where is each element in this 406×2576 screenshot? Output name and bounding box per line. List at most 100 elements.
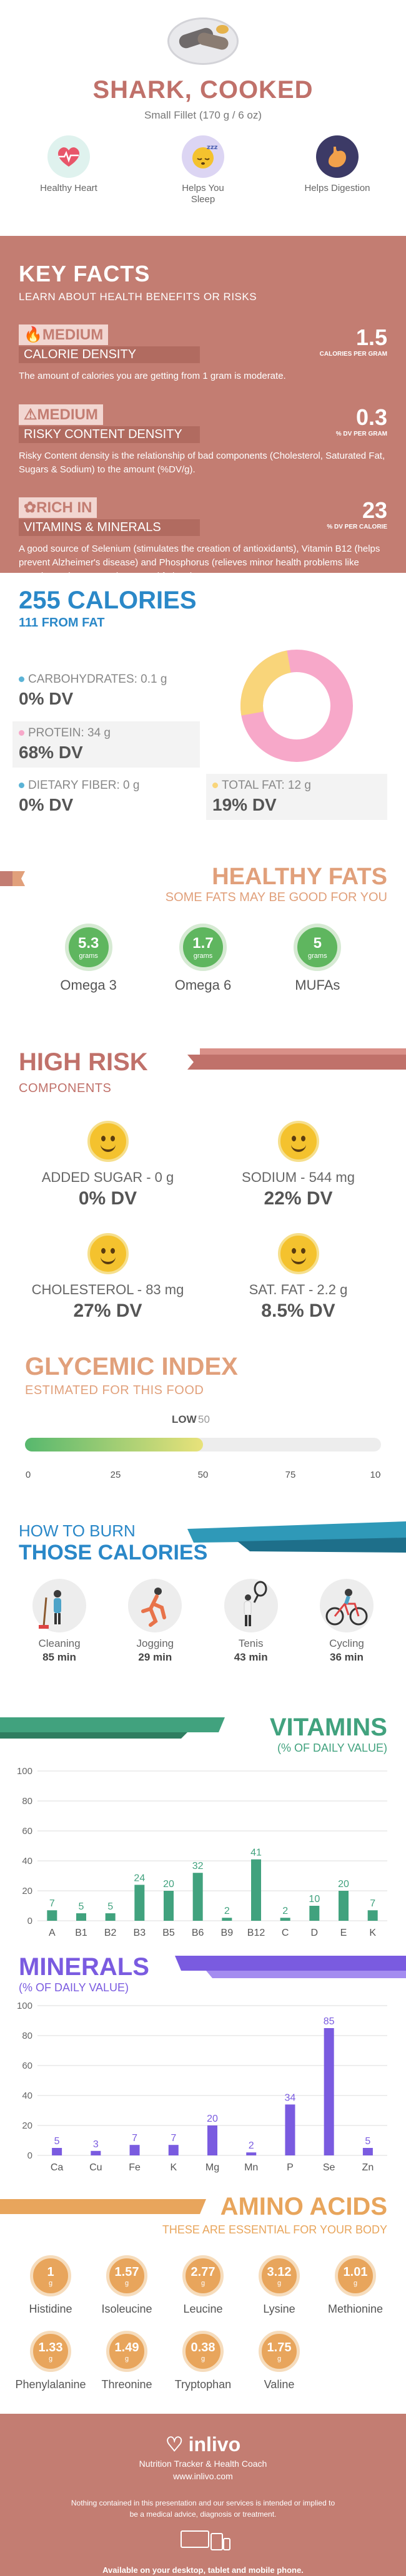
- amino-isoleucine: 1.57 g Isoleucine: [89, 2255, 165, 2316]
- smiley-face-icon: [277, 1233, 319, 1274]
- smiley-face-icon: [87, 1121, 129, 1162]
- mineral-bar: [168, 2145, 179, 2155]
- fat-unit: grams: [79, 952, 98, 960]
- mineral-bar: [324, 2028, 334, 2155]
- vitamin-bar: [280, 1918, 290, 1921]
- fiber-dv: 0% DV: [19, 795, 74, 814]
- fat-dv: 19% DV: [212, 795, 277, 814]
- burn-calories-section: HOW TO BURN THOSE CALORIES Cleaning 85 m…: [0, 1515, 406, 1765]
- fact-risky-content: ⚠MEDIUM RISKY CONTENT DENSITY 0.3% DV PE…: [19, 404, 387, 477]
- fact-unit: CALORIES PER GRAM: [319, 351, 387, 358]
- mineral-category-label: Zn: [362, 2162, 374, 2173]
- amino-label: Methionine: [327, 2303, 384, 2315]
- vitamins-subtitle: (% OF DAILY VALUE): [277, 1742, 387, 1754]
- vitamin-ytick-label: 0: [27, 1916, 32, 1926]
- minerals-title: MINERALS: [19, 1953, 149, 1981]
- risk-sat-fat: SAT. FAT - 2.2 g 8.5% DV: [203, 1233, 394, 1322]
- vitamin-value-label: 5: [107, 1901, 113, 1912]
- macro-donut-chart: [240, 650, 353, 762]
- amino-unit: g: [353, 2279, 358, 2287]
- glycemic-gauge: LOW 50 0 25 50 75 100: [25, 1413, 386, 1480]
- risk-sodium: SODIUM - 544 mg 22% DV: [203, 1121, 394, 1209]
- fact-calorie-density: 🔥MEDIUM CALORIE DENSITY 1.5 CALORIES PER …: [19, 324, 387, 383]
- fact-unit: % DV PER CALORIE: [327, 524, 387, 531]
- vitamin-category-label: B9: [221, 1928, 234, 1938]
- mineral-value-label: 3: [93, 2139, 99, 2150]
- glycemic-level: LOW: [172, 1413, 197, 1425]
- risk-dv: 22% DV: [264, 1188, 333, 1209]
- activity-label: Jogging: [136, 1637, 174, 1649]
- risk-ribbon: [187, 1048, 406, 1070]
- footer-brand[interactable]: ♡ inlivo: [165, 2432, 241, 2456]
- mineral-value-label: 7: [171, 2133, 176, 2144]
- vitamin-value-label: 5: [79, 1901, 84, 1912]
- amino-tryptophan: 0.38 g Tryptophan: [165, 2331, 241, 2391]
- mineral-ytick-label: 60: [22, 2061, 32, 2071]
- fact-value: 23: [362, 497, 387, 524]
- footer-available: Available on your desktop, tablet and mo…: [102, 2565, 304, 2575]
- mineral-bar: [91, 2150, 101, 2155]
- calories-section: 255 CALORIES 111 FROM FAT CARBOHYDRATES:…: [0, 573, 406, 847]
- sleeping-face-icon: zzz: [182, 135, 224, 178]
- fact-name: VITAMINS & MINERALS: [19, 519, 200, 537]
- vitamin-bar: [134, 1885, 145, 1921]
- vitamin-bar: [309, 1906, 320, 1921]
- activity-time: 85 min: [42, 1651, 76, 1663]
- mineral-category-label: Ca: [51, 2162, 64, 2173]
- glycemic-tick-label: 75: [285, 1470, 296, 1480]
- fat-label: MUFAs: [295, 977, 340, 993]
- fat-value: 1.7: [192, 935, 214, 952]
- mineral-value-label: 34: [285, 2092, 296, 2103]
- fat-label: Omega 3: [60, 977, 117, 993]
- vitamin-category-label: B3: [134, 1928, 146, 1938]
- fact-name: RISKY CONTENT DENSITY: [19, 426, 200, 443]
- vitamin-category-label: A: [49, 1928, 56, 1938]
- amino-label: Isoleucine: [101, 2303, 152, 2315]
- fat-mufas: 5 grams MUFAs: [274, 924, 361, 993]
- fat-label: TOTAL FAT: 12 g: [222, 779, 311, 792]
- mineral-bar: [52, 2148, 62, 2155]
- risk-subtitle: COMPONENTS: [19, 1081, 112, 1095]
- calories-title: 255 CALORIES: [19, 587, 197, 614]
- key-facts-subtitle: LEARN ABOUT HEALTH BENEFITS OR RISKS: [19, 291, 257, 303]
- risk-cholesterol: CHOLESTEROL - 83 mg 27% DV: [12, 1233, 203, 1322]
- mineral-ytick-label: 80: [22, 2031, 32, 2041]
- vitamin-value-label: 7: [49, 1898, 55, 1909]
- amino-value: 1: [47, 2265, 54, 2279]
- benefit-label: Healthy Heart: [40, 183, 97, 193]
- footer-tagline: Nutrition Tracker & Health Coach: [139, 2459, 267, 2469]
- amino-grid: 1 g Histidine 1.57 g Isoleucine 2.77 g Leucine…: [0, 2255, 406, 2391]
- amino-value: 1.01: [343, 2265, 368, 2279]
- vitamin-bar: [222, 1918, 232, 1921]
- amino-label: Valine: [264, 2378, 295, 2391]
- cleaning-icon: [32, 1579, 86, 1632]
- amino-title: AMINO ACIDS: [220, 2193, 387, 2220]
- vitamins-title: VITAMINS: [269, 1714, 387, 1741]
- risk-added-sugar: ADDED SUGAR - 0 g 0% DV: [12, 1121, 203, 1209]
- devices-icon: [0, 2530, 406, 2554]
- vitamin-ytick-label: 80: [22, 1796, 32, 1807]
- amino-unit: g: [48, 2279, 53, 2287]
- mineral-ytick-label: 20: [22, 2120, 32, 2131]
- footer-url[interactable]: www.inlivo.com: [173, 2471, 233, 2481]
- minerals-bar-chart: 0 20 40 60 80 100 5 Ca 3 Cu 7 Fe 7 K 20 Mg 2 Mn 34 P 85 Se 5 Zn: [17, 2001, 387, 2173]
- amino-unit: g: [124, 2354, 129, 2363]
- activity-cleaning: Cleaning 85 min: [19, 1579, 100, 1664]
- amino-label: Histidine: [29, 2303, 72, 2315]
- vitamin-value-label: 20: [163, 1879, 174, 1890]
- fact-description: Risky Content density is the relationshi…: [19, 450, 385, 475]
- mineral-bar: [207, 2125, 217, 2155]
- vitamin-ytick-label: 100: [17, 1766, 32, 1777]
- vitamin-category-label: B6: [192, 1928, 204, 1938]
- fact-unit: % DV PER GRAM: [335, 430, 387, 437]
- amino-valine: 1.75 g Valine: [241, 2331, 317, 2391]
- vitamin-bar: [192, 1873, 203, 1921]
- benefit-label: Helps Digestion: [304, 183, 370, 193]
- healthy-fats-section: HEALTHY FATS SOME FATS MAY BE GOOD FOR Y…: [0, 847, 406, 1035]
- mineral-category-label: K: [170, 2162, 177, 2173]
- tennis-icon: [224, 1579, 278, 1632]
- vitamins-bar-chart: 0 20 40 60 80 100 7 A 5 B1 5 B2 24 B3 20 B5 32 B6 2 B9 41 B12…: [17, 1766, 387, 1938]
- high-risk-section: HIGH RISK COMPONENTS ADDED SUGAR - 0 g 0…: [0, 1035, 406, 1347]
- activity-label: Cycling: [329, 1637, 364, 1649]
- vitamin-value-label: 2: [282, 1906, 288, 1916]
